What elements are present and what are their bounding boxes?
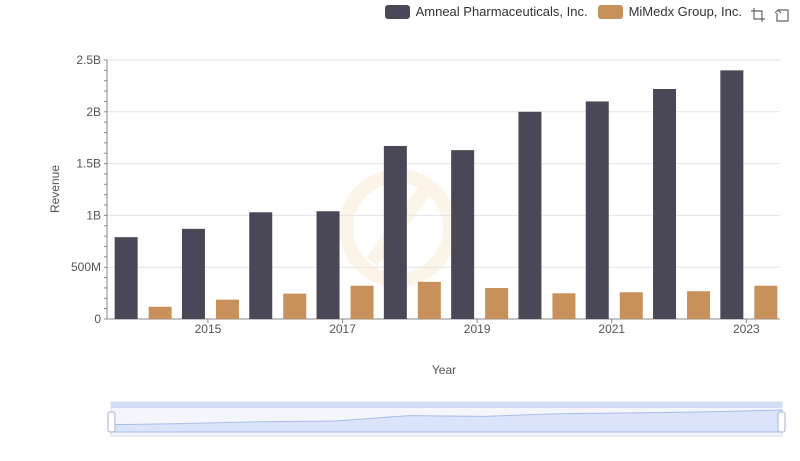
x-tick-label: 2015 [195, 322, 222, 336]
slider-handle-left[interactable] [107, 411, 116, 433]
bar-mimedx-2021[interactable] [619, 292, 643, 319]
bar-mimedx-2019[interactable] [485, 288, 509, 319]
y-tick-label: 1.5B [76, 157, 101, 171]
x-axis-title: Year [432, 363, 456, 377]
y-tick-label: 500M [71, 260, 101, 274]
legend-swatch-amneal [384, 4, 410, 19]
bar-amneal-2023[interactable] [720, 70, 744, 319]
legend-swatch-mimedx [597, 4, 623, 19]
y-tick-label: 1B [86, 208, 101, 222]
bar-mimedx-2018[interactable] [417, 281, 441, 319]
zoom-icon[interactable] [750, 7, 766, 23]
x-tick-label: 2019 [464, 322, 491, 336]
bar-mimedx-2022[interactable] [687, 291, 711, 319]
slider-handle-right[interactable] [777, 411, 786, 433]
x-axis: 2015 2017 2019 2021 2023 [107, 318, 780, 336]
y-axis: 0 500M 1B 1.5B 2B 2.5B [71, 53, 108, 326]
legend-item-mimedx[interactable]: MiMedx Group, Inc. [597, 4, 742, 19]
bar-amneal-2021[interactable] [585, 101, 609, 319]
bar-mimedx-2014[interactable] [148, 306, 172, 319]
legend-item-amneal[interactable]: Amneal Pharmaceuticals, Inc. [384, 4, 588, 19]
y-tick-label: 2B [86, 105, 101, 119]
bar-amneal-2017[interactable] [316, 211, 340, 319]
bar-mimedx-2017[interactable] [350, 285, 374, 319]
bar-mimedx-2023[interactable] [754, 285, 778, 319]
bar-mimedx-2016[interactable] [283, 293, 307, 319]
x-tick-label: 2017 [329, 322, 356, 336]
chart-toolbox [750, 7, 790, 23]
data-zoom-slider[interactable] [107, 401, 786, 437]
x-tick-label: 2023 [733, 322, 760, 336]
y-axis-title: Revenue [48, 165, 62, 213]
bar-amneal-2015[interactable] [181, 228, 205, 319]
bar-mimedx-2020[interactable] [552, 293, 576, 319]
chart-legend: Amneal Pharmaceuticals, Inc. MiMedx Grou… [384, 4, 742, 19]
legend-label-mimedx: MiMedx Group, Inc. [628, 4, 742, 19]
bar-amneal-2018[interactable] [383, 145, 407, 319]
bar-amneal-2019[interactable] [451, 150, 475, 319]
legend-label-amneal: Amneal Pharmaceuticals, Inc. [415, 4, 588, 19]
bar-amneal-2022[interactable] [653, 89, 677, 320]
slider-selected-range[interactable] [111, 402, 782, 408]
bar-amneal-2020[interactable] [518, 111, 542, 319]
restore-icon[interactable] [774, 7, 790, 23]
bar-series [114, 70, 778, 320]
bar-amneal-2014[interactable] [114, 237, 138, 319]
grid-lines [107, 59, 780, 320]
bar-mimedx-2015[interactable] [215, 299, 239, 319]
slider-preview-area [110, 409, 783, 433]
y-tick-label: 2.5B [76, 53, 101, 67]
x-tick-label: 2021 [598, 322, 625, 336]
y-tick-label: 0 [94, 312, 101, 326]
bar-amneal-2016[interactable] [249, 212, 273, 319]
